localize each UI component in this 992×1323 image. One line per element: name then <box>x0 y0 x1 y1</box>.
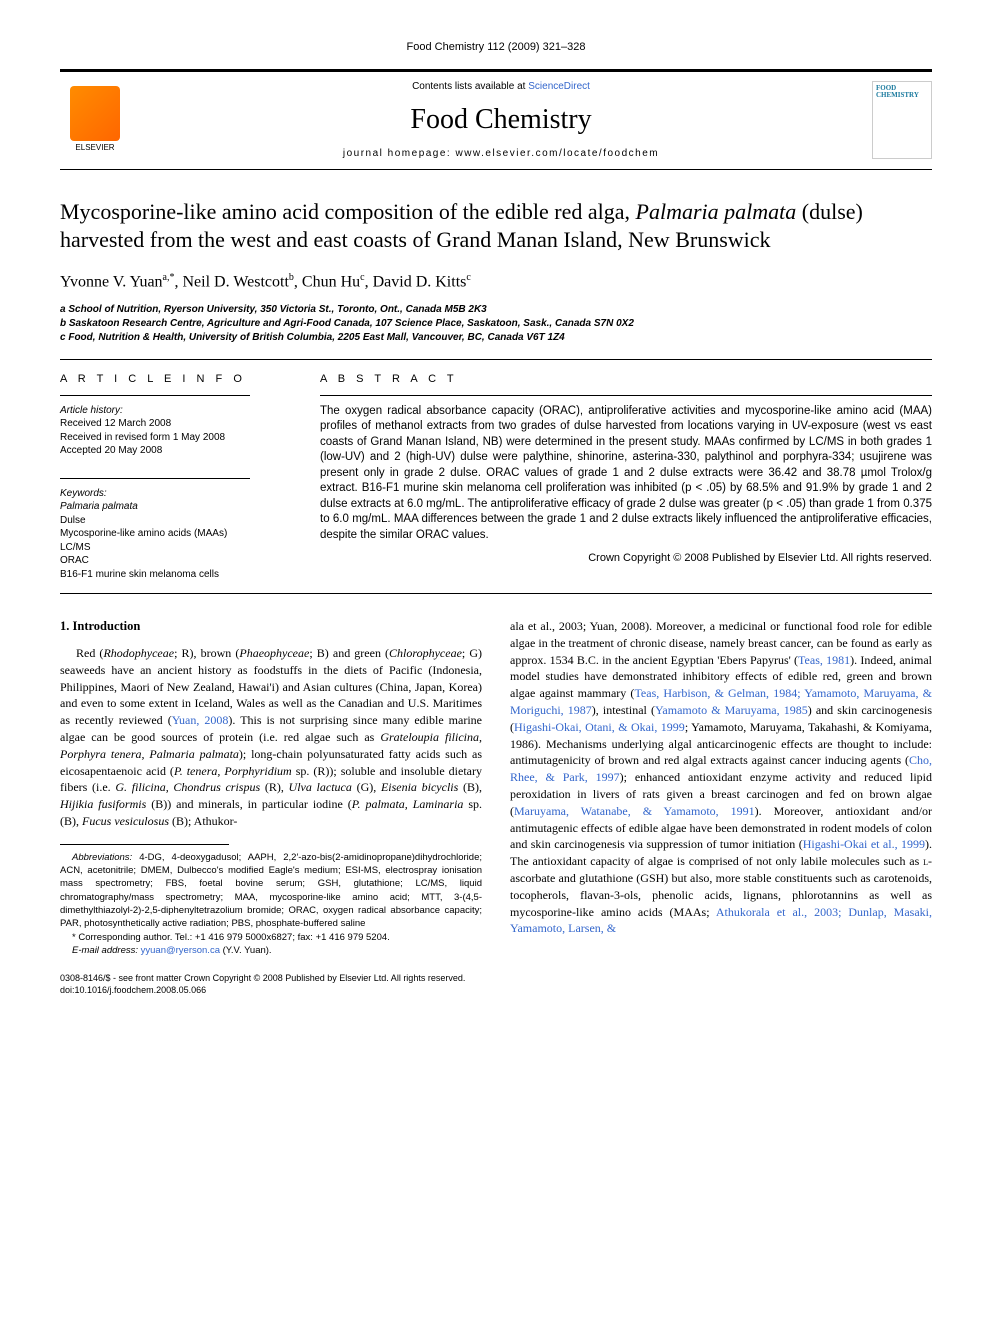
author-2: , Neil D. Westcott <box>175 273 289 290</box>
journal-cover-thumbnail: FOOD CHEMISTRY <box>872 81 932 159</box>
footer-doi: doi:10.1016/j.foodchem.2008.05.066 <box>60 985 932 997</box>
t: Phaeophyceae <box>239 646 309 660</box>
t: P. tenera, Porphyridium <box>174 764 292 778</box>
info-heading: A R T I C L E I N F O <box>60 372 290 387</box>
contents-prefix: Contents lists available at <box>412 81 528 92</box>
elsevier-tree-icon <box>70 86 120 141</box>
publisher-name: ELSEVIER <box>75 143 114 154</box>
footer-copyright: 0308-8146/$ - see front matter Crown Cop… <box>60 973 932 985</box>
article-info: A R T I C L E I N F O Article history: R… <box>60 372 290 581</box>
abstract-divider <box>320 395 932 396</box>
email-footnote: E-mail address: yyuan@ryerson.ca (Y.V. Y… <box>60 944 482 957</box>
footnotes: Abbreviations: 4-DG, 4-deoxygadusol; AAP… <box>60 851 482 957</box>
history-label: Article history: <box>60 404 290 418</box>
t: (B), <box>458 780 482 794</box>
t: G. filicina, Chondrus crispus <box>115 780 260 794</box>
email-link[interactable]: yyuan@ryerson.ca <box>138 945 220 956</box>
cite-teas-1981[interactable]: Teas, 1981 <box>798 653 850 667</box>
cite-higashi-1999[interactable]: Higashi-Okai, Otani, & Okai, 1999 <box>514 720 685 734</box>
kw-3: LC/MS <box>60 541 290 555</box>
affiliations: a School of Nutrition, Ryerson Universit… <box>60 303 932 345</box>
abbrev-footnote: Abbreviations: 4-DG, 4-deoxygadusol; AAP… <box>60 851 482 931</box>
journal-header-box: ELSEVIER Contents lists available at Sci… <box>60 69 932 170</box>
title-part-1: Mycosporine-like amino acid composition … <box>60 199 636 224</box>
email-label: E-mail address: <box>72 945 138 956</box>
abstract: A B S T R A C T The oxygen radical absor… <box>320 372 932 581</box>
abstract-text: The oxygen radical absorbance capacity (… <box>320 404 932 544</box>
author-1: Yvonne V. Yuan <box>60 273 163 290</box>
cite-higashi-1999b[interactable]: Higashi-Okai et al., 1999 <box>803 837 925 851</box>
journal-name: Food Chemistry <box>130 101 872 139</box>
t: (B)) and minerals, in particular iodine … <box>146 797 351 811</box>
cite-yamamoto-1985[interactable]: Yamamoto & Maruyama, 1985 <box>655 703 808 717</box>
cite-yuan-2008[interactable]: Yuan, 2008 <box>172 713 229 727</box>
author-4: , David D. Kitts <box>365 273 467 290</box>
t: Chlorophyceae <box>389 646 462 660</box>
footer: 0308-8146/$ - see front matter Crown Cop… <box>60 973 932 996</box>
publisher-logo: ELSEVIER <box>60 80 130 160</box>
kw-4: ORAC <box>60 554 290 568</box>
kw-5: B16-F1 murine skin melanoma cells <box>60 568 290 582</box>
section-1-heading: 1. Introduction <box>60 618 482 635</box>
authors: Yvonne V. Yuana,*, Neil D. Westcottb, Ch… <box>60 271 932 293</box>
t: ), intestinal ( <box>592 703 655 717</box>
intro-para-1-cont: ala et al., 2003; Yuan, 2008). Moreover,… <box>510 618 932 937</box>
t: P. palmata, Laminaria <box>352 797 464 811</box>
kw-2: Mycosporine-like amino acids (MAAs) <box>60 527 290 541</box>
affil-a: a School of Nutrition, Ryerson Universit… <box>60 303 932 317</box>
history-revised: Received in revised form 1 May 2008 <box>60 431 290 445</box>
keywords-label: Keywords: <box>60 487 290 501</box>
kw-0: Palmaria palmata <box>60 500 290 514</box>
info-abstract-row: A R T I C L E I N F O Article history: R… <box>60 359 932 594</box>
history-received: Received 12 March 2008 <box>60 417 290 431</box>
author-3: , Chun Hu <box>294 273 360 290</box>
citation-header: Food Chemistry 112 (2009) 321–328 <box>60 40 932 55</box>
author-1-sup: a,* <box>163 272 175 283</box>
t: ; B) and green ( <box>309 646 389 660</box>
header-center: Contents lists available at ScienceDirec… <box>130 80 872 161</box>
t: (B); Athukor- <box>169 814 237 828</box>
t: Rhodophyceae <box>103 646 174 660</box>
t: Hijikia fusiformis <box>60 797 146 811</box>
article-title: Mycosporine-like amino acid composition … <box>60 198 932 255</box>
t: Eisenia bicyclis <box>381 780 458 794</box>
footnote-rule <box>60 844 229 845</box>
kw-1: Dulse <box>60 514 290 528</box>
abstract-copyright: Crown Copyright © 2008 Published by Else… <box>320 551 932 566</box>
intro-para-1: Red (Rhodophyceae; R), brown (Phaeophyce… <box>60 645 482 830</box>
corresponding-footnote: * Corresponding author. Tel.: +1 416 979… <box>60 931 482 944</box>
affil-b: b Saskatoon Research Centre, Agriculture… <box>60 317 932 331</box>
history-accepted: Accepted 20 May 2008 <box>60 444 290 458</box>
t: Fucus vesiculosus <box>82 814 169 828</box>
info-divider-1 <box>60 395 250 396</box>
abstract-heading: A B S T R A C T <box>320 372 932 387</box>
column-left: 1. Introduction Red (Rhodophyceae; R), b… <box>60 618 482 957</box>
info-divider-2 <box>60 478 250 479</box>
journal-homepage: journal homepage: www.elsevier.com/locat… <box>130 147 872 161</box>
contents-line: Contents lists available at ScienceDirec… <box>130 80 872 94</box>
body-columns: 1. Introduction Red (Rhodophyceae; R), b… <box>60 618 932 957</box>
column-right: ala et al., 2003; Yuan, 2008). Moreover,… <box>510 618 932 957</box>
t: (R), <box>260 780 288 794</box>
t: ; R), brown ( <box>174 646 239 660</box>
cite-maruyama-1991[interactable]: Maruyama, Watanabe, & Yamamoto, 1991 <box>514 804 755 818</box>
sciencedirect-link[interactable]: ScienceDirect <box>528 81 590 92</box>
cover-title: FOOD CHEMISTRY <box>876 85 928 99</box>
affil-c: c Food, Nutrition & Health, University o… <box>60 331 932 345</box>
email-tail: (Y.V. Yuan). <box>220 945 272 956</box>
t: (G), <box>352 780 381 794</box>
abbrev-text: 4-DG, 4-deoxygadusol; AAPH, 2,2′-azo-bis… <box>60 852 482 929</box>
abbrev-label: Abbreviations: <box>72 852 132 863</box>
t: Red ( <box>76 646 103 660</box>
t: Ulva lactuca <box>289 780 352 794</box>
title-italic: Palmaria palmata <box>636 199 797 224</box>
author-4-sup: c <box>466 272 470 283</box>
